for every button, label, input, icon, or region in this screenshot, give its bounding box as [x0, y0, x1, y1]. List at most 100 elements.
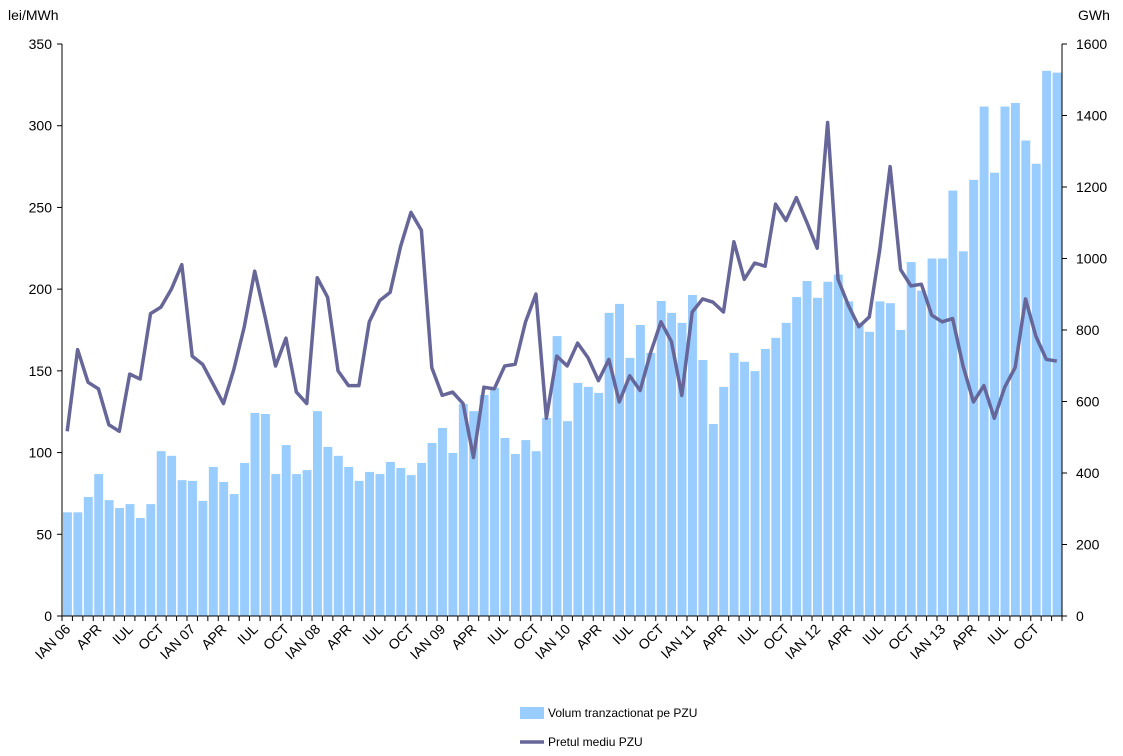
x-tick-label: OCT — [1010, 620, 1043, 653]
x-tick-label: IAN 11 — [657, 621, 698, 662]
bar — [229, 494, 239, 616]
y2-tick-label: 1200 — [1076, 179, 1107, 195]
bar — [885, 303, 895, 616]
bar — [688, 294, 697, 616]
bar — [490, 387, 499, 616]
bar — [250, 412, 260, 616]
bar — [271, 474, 281, 616]
x-tick-label: IUL — [609, 621, 636, 648]
bar — [1052, 72, 1062, 617]
bar — [365, 471, 374, 616]
y2-tick-label: 1400 — [1076, 108, 1107, 124]
bar — [104, 500, 114, 616]
bar — [979, 106, 989, 616]
bar — [260, 414, 270, 616]
bar — [875, 301, 885, 616]
x-tick-label: IUL — [359, 621, 386, 648]
y-tick-label: 300 — [29, 118, 53, 134]
bar — [719, 386, 729, 616]
x-tick-label: APR — [73, 621, 105, 653]
bar — [510, 454, 520, 616]
x-tick-label: IUL — [984, 621, 1011, 648]
y2-tick-label: 400 — [1076, 465, 1100, 481]
bar — [73, 512, 83, 616]
bar — [521, 440, 531, 616]
x-tick-label: APR — [448, 621, 480, 653]
bar — [917, 290, 927, 616]
bar — [167, 455, 177, 616]
x-tick-label: APR — [198, 621, 230, 653]
bar — [656, 301, 666, 616]
bar — [833, 274, 843, 616]
bar — [292, 474, 302, 616]
bar — [385, 461, 395, 616]
x-tick-label: IUL — [234, 621, 261, 648]
bar — [406, 475, 416, 616]
bar — [698, 360, 708, 616]
bar — [313, 411, 322, 616]
bar — [813, 297, 822, 616]
x-tick-label: APR — [323, 621, 355, 653]
bar — [927, 258, 937, 616]
bar — [333, 455, 343, 616]
x-tick-label: IUL — [734, 621, 761, 648]
bar — [302, 470, 312, 616]
bar — [823, 281, 833, 616]
bar — [323, 446, 333, 616]
bar — [438, 427, 447, 616]
bar — [552, 336, 562, 616]
x-tick-label: APR — [948, 621, 980, 653]
y-tick-label: 200 — [29, 281, 53, 297]
bar — [990, 172, 999, 616]
bar — [469, 411, 479, 616]
bar — [677, 322, 687, 616]
bar — [531, 451, 541, 616]
bar — [146, 504, 156, 616]
bar — [177, 480, 187, 616]
bar — [208, 466, 218, 616]
y2-tick-label: 1000 — [1076, 251, 1107, 267]
bar — [771, 337, 781, 616]
legend-swatch — [520, 707, 544, 719]
legend-label: Volum tranzactionat pe PZU — [548, 706, 697, 720]
bar — [844, 301, 854, 616]
x-tick-label: IAN 07 — [157, 621, 199, 663]
x-tick-label: APR — [698, 621, 730, 653]
y-axis-title: lei/MWh — [8, 7, 59, 23]
bar — [188, 480, 197, 616]
bar — [625, 357, 635, 616]
bar — [802, 281, 812, 616]
bar — [427, 442, 437, 616]
y2-tick-label: 1600 — [1076, 36, 1107, 52]
bar — [479, 395, 489, 616]
bar — [563, 421, 572, 616]
x-tick-label: IUL — [109, 621, 136, 648]
y2-tick-label: 0 — [1076, 608, 1084, 624]
x-tick-label: IAN 08 — [282, 621, 324, 663]
bar — [896, 330, 906, 616]
bar — [792, 297, 802, 616]
bar — [1042, 70, 1052, 616]
bar — [646, 352, 656, 616]
bar — [156, 451, 166, 616]
y-tick-label: 0 — [44, 608, 52, 624]
bar — [135, 518, 145, 616]
y2-axis-title: GWh — [1078, 7, 1110, 23]
bar — [1000, 106, 1010, 616]
bar — [1031, 163, 1041, 616]
x-tick-label: IAN 09 — [407, 621, 449, 663]
bar — [1021, 140, 1031, 616]
bar — [958, 251, 968, 616]
bar — [354, 480, 364, 616]
y-tick-label: 100 — [29, 445, 53, 461]
bar — [865, 331, 874, 616]
bar — [573, 382, 583, 616]
x-tick-label: IAN 13 — [907, 621, 949, 663]
x-tick-label: APR — [823, 621, 855, 653]
bar — [63, 512, 72, 616]
bar — [240, 462, 249, 616]
y-tick-label: 150 — [29, 363, 53, 379]
bar — [417, 462, 427, 616]
y2-tick-label: 800 — [1076, 322, 1100, 338]
